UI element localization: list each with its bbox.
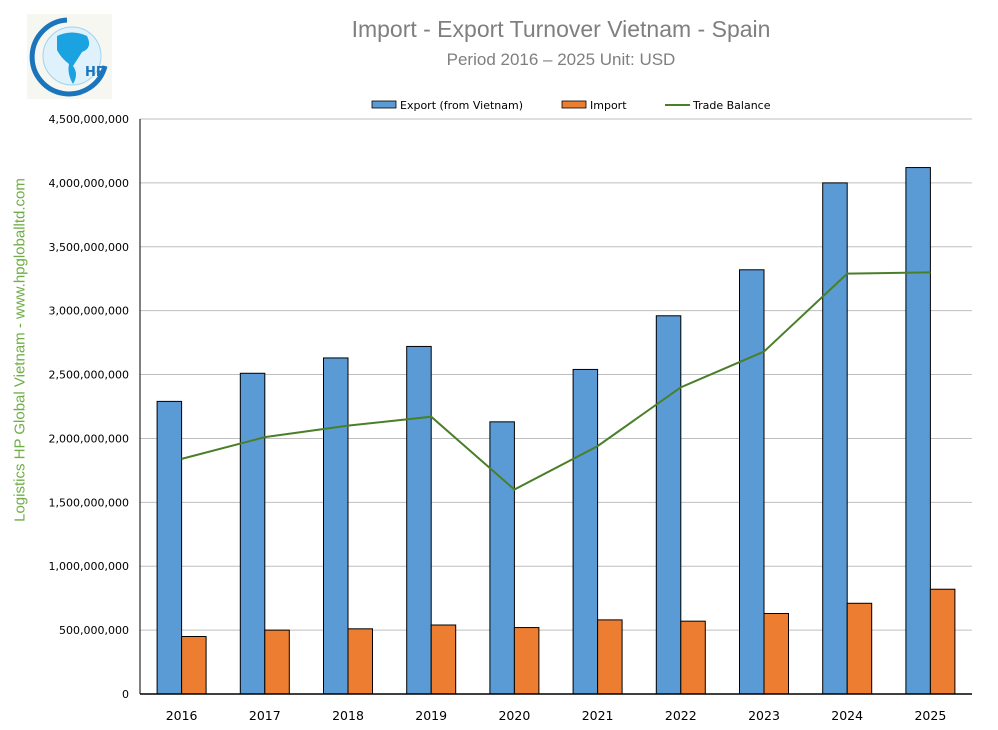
x-tick-label: 2020: [498, 708, 530, 723]
bar-import-2020: [513, 627, 540, 695]
y-tick-label: 3,500,000,000: [49, 241, 129, 254]
chart-title: Import - Export Turnover Vietnam - Spain: [351, 16, 771, 42]
x-tick-label: 2025: [914, 708, 946, 723]
bar-export-2019: [406, 345, 432, 695]
bar-export-2023: [739, 269, 765, 695]
bar-export-2024: [822, 182, 848, 695]
x-tick-label: 2017: [249, 708, 281, 723]
bar-export-2022: [655, 315, 682, 695]
y-tick-label: 2,000,000,000: [49, 432, 129, 445]
y-tick-label: 500,000,000: [59, 624, 129, 637]
x-tick-label: 2016: [166, 708, 198, 723]
x-tick-label: 2019: [415, 708, 447, 723]
legend-swatch-1: [561, 100, 587, 109]
bar-export-2021: [572, 368, 599, 695]
legend-swatch-0: [371, 100, 397, 109]
bar-import-2019: [430, 624, 457, 695]
y-tick-label: 1,500,000,000: [49, 496, 129, 509]
legend-label-2: Trade Balance: [692, 99, 771, 112]
y-tick-label: 1,000,000,000: [49, 560, 129, 573]
bar-import-2018: [347, 628, 373, 695]
chart-subtitle: Period 2016 – 2025 Unit: USD: [446, 50, 676, 69]
bar-import-2016: [181, 636, 207, 695]
bar-export-2017: [239, 372, 266, 695]
y-tick-label: 0: [122, 688, 129, 701]
y-tick-label: 4,500,000,000: [49, 113, 129, 126]
y-tick-label: 3,000,000,000: [49, 305, 129, 318]
x-tick-label: 2018: [332, 708, 364, 723]
x-tick-label: 2024: [831, 708, 863, 723]
bar-export-2020: [489, 421, 515, 695]
x-tick-label: 2023: [748, 708, 780, 723]
legend-label-1: Import: [590, 99, 627, 112]
bar-export-2018: [323, 357, 349, 695]
line-trade-balance: [181, 271, 931, 491]
logo-text: HP: [85, 65, 105, 80]
y-tick-label: 2,500,000,000: [49, 369, 129, 382]
hp-global-logo: HP: [27, 14, 112, 99]
x-tick-label: 2022: [665, 708, 697, 723]
x-tick-label: 2021: [582, 708, 614, 723]
bar-import-2017: [264, 629, 290, 695]
bar-import-2025: [929, 588, 956, 695]
bar-import-2024: [846, 602, 873, 695]
bar-export-2016: [156, 400, 183, 695]
bar-import-2022: [680, 620, 706, 695]
bar-export-2025: [905, 167, 931, 695]
legend-label-0: Export (from Vietnam): [400, 99, 523, 112]
bar-import-2021: [597, 619, 623, 695]
bar-import-2023: [763, 613, 789, 695]
y-tick-label: 4,000,000,000: [49, 177, 129, 190]
